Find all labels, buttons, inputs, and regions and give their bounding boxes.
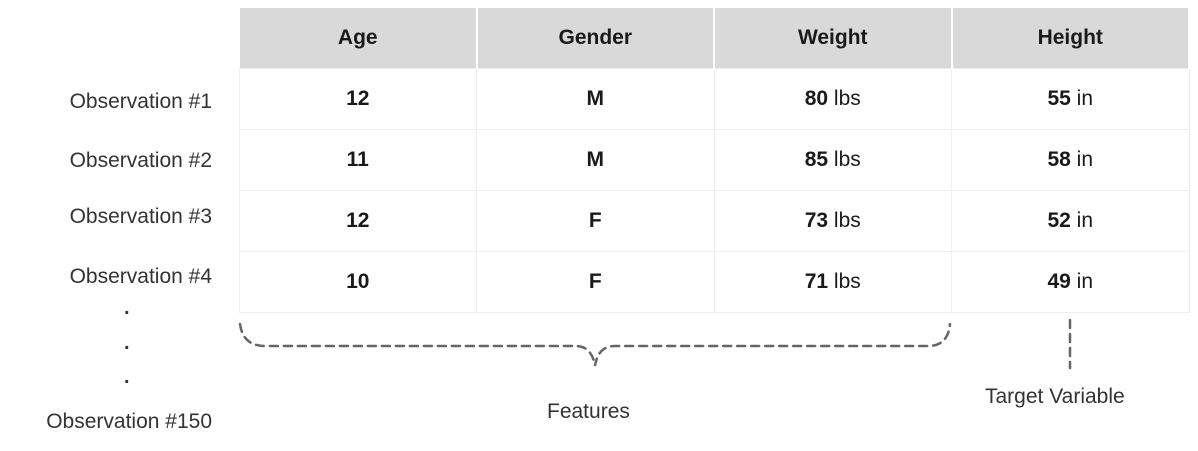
observation-label-last: Observation #150	[46, 410, 212, 433]
ellipsis-dot-1: .	[124, 297, 130, 319]
features-brace	[238, 322, 952, 367]
observation-label-3: Observation #3	[69, 205, 212, 228]
height-value: 55	[1047, 87, 1071, 110]
weight-value: 73	[804, 209, 829, 232]
header-gender: Gender	[475, 8, 715, 69]
height-unit: in	[1076, 87, 1094, 110]
height-value: 49	[1047, 270, 1071, 293]
table-header-row: Age Gender Weight Height	[238, 8, 1190, 69]
weight-unit: lbs	[833, 87, 861, 110]
header-weight: Weight	[713, 8, 953, 69]
cell-age: 11	[238, 129, 477, 191]
table-row: 12 F 73 lbs 52 in	[238, 190, 1190, 252]
cell-age: 10	[238, 251, 477, 313]
cell-weight: 71 lbs	[713, 251, 952, 313]
cell-height: 55 in	[951, 68, 1190, 130]
observation-label-4: Observation #4	[69, 265, 212, 288]
cell-gender: F	[476, 251, 715, 313]
cell-height: 58 in	[951, 129, 1190, 191]
observation-label-2: Observation #2	[69, 149, 212, 172]
features-label: Features	[547, 400, 630, 423]
weight-unit: lbs	[833, 209, 861, 232]
cell-weight: 80 lbs	[713, 68, 952, 130]
weight-unit: lbs	[833, 270, 861, 293]
cell-height: 52 in	[951, 190, 1190, 252]
header-age: Age	[238, 8, 478, 69]
cell-height: 49 in	[951, 251, 1190, 313]
target-variable-label: Target Variable	[985, 385, 1125, 408]
observation-label-1: Observation #1	[69, 90, 212, 113]
weight-value: 80	[804, 87, 829, 110]
table-row: 12 M 80 lbs 55 in	[238, 68, 1190, 130]
cell-weight: 85 lbs	[713, 129, 952, 191]
table-row: 10 F 71 lbs 49 in	[238, 251, 1190, 313]
cell-age: 12	[238, 68, 477, 130]
height-unit: in	[1076, 209, 1094, 232]
table-row: 11 M 85 lbs 58 in	[238, 129, 1190, 191]
height-unit: in	[1076, 148, 1094, 171]
weight-value: 71	[804, 270, 829, 293]
ellipsis-dot-2: .	[124, 332, 130, 354]
height-value: 52	[1047, 209, 1071, 232]
height-value: 58	[1047, 148, 1071, 171]
cell-weight: 73 lbs	[713, 190, 952, 252]
weight-unit: lbs	[833, 148, 861, 171]
ellipsis-dot-3: .	[124, 366, 130, 388]
height-unit: in	[1076, 270, 1094, 293]
weight-value: 85	[804, 148, 829, 171]
data-table: Age Gender Weight Height 12 M 80 lbs 55 …	[238, 8, 1190, 313]
header-height: Height	[950, 8, 1190, 69]
